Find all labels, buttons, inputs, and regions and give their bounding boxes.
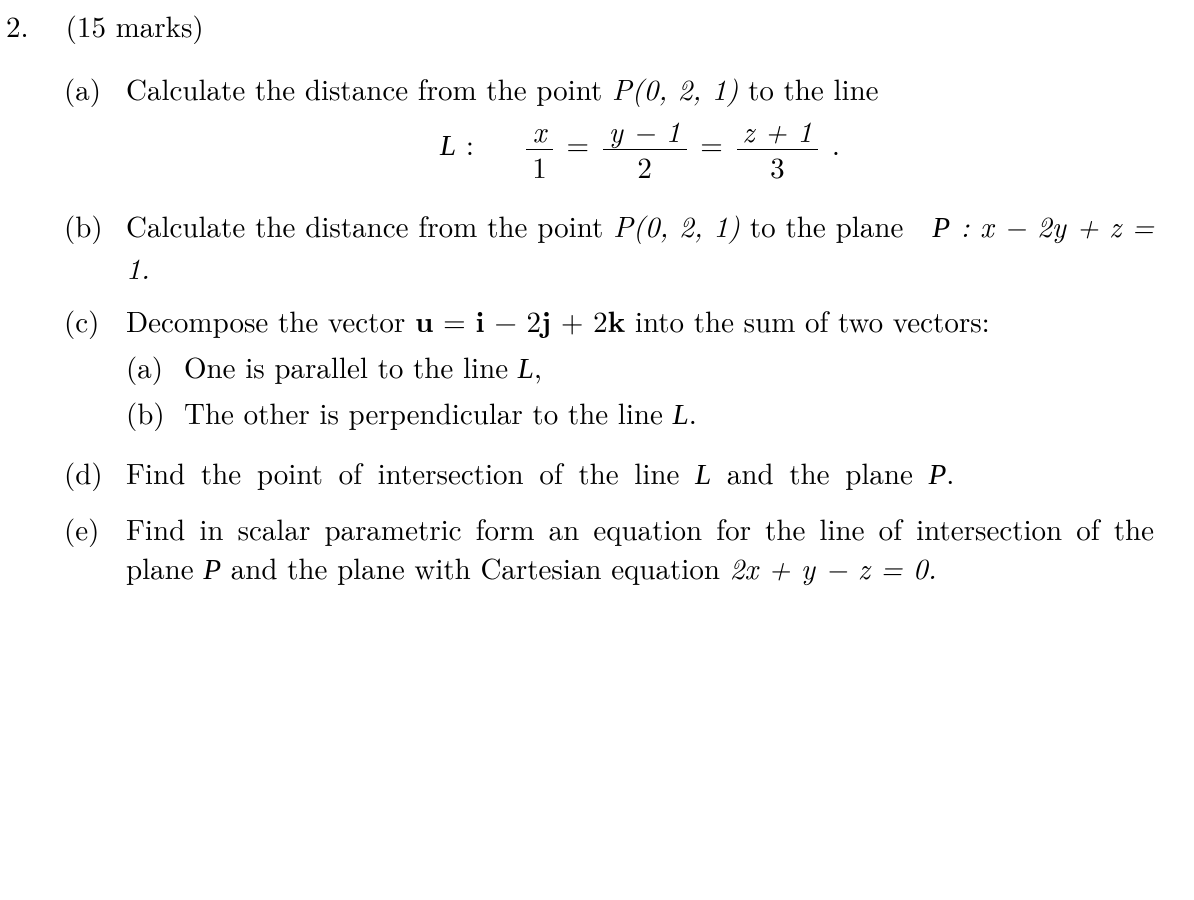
part-c-sublist: (a) One is parallel to the line L, (b) T… <box>126 347 1154 435</box>
part-c-body: Decompose the vector u = i − 2j + 2k int… <box>126 301 1154 438</box>
sub-b-text-before: The other is perpendicular to the line <box>184 392 673 433</box>
part-a-equation: L : x 1 = y − 1 2 = z + 1 3 <box>126 116 1154 182</box>
part-b-label: (b) <box>64 206 126 287</box>
sub-a-text-after: , <box>534 346 542 387</box>
equals-1: = <box>566 123 598 164</box>
question-header: 2. (15 marks) <box>6 6 1154 45</box>
question-marks: (15 marks) <box>66 6 204 45</box>
vector-i: i <box>475 299 484 341</box>
frac-3-num: z + 1 <box>737 116 819 149</box>
vector-u: u <box>415 299 434 341</box>
part-a-point: P(0, 2, 1) <box>612 68 738 109</box>
frac-2: y − 1 2 <box>603 116 687 182</box>
part-c-sub-a-body: One is parallel to the line L, <box>184 347 542 389</box>
part-e-label: (e) <box>64 509 126 590</box>
part-e-body: Find in scalar parametric form an equati… <box>126 509 1154 590</box>
sub-b-line-name: L <box>673 399 689 431</box>
part-c-sub-b-label: (b) <box>126 393 184 435</box>
part-b-body: Calculate the distance from the point P(… <box>126 206 1154 287</box>
part-d-text-mid: and the plane <box>711 452 928 493</box>
frac-1-num: x <box>526 116 553 149</box>
plane-name-P: P <box>932 212 950 244</box>
part-c-text-before: Decompose the vector <box>126 300 415 341</box>
part-d-body: Find the point of intersection of the li… <box>126 453 1154 495</box>
part-e-plane-name: P <box>203 554 221 586</box>
part-a-text-before: Calculate the distance from the point <box>126 68 612 109</box>
part-c-label: (c) <box>64 301 126 438</box>
part-c-sub-b: (b) The other is perpendicular to the li… <box>126 393 1154 435</box>
part-d-text-after: . <box>946 452 954 493</box>
frac-3-den: 3 <box>737 150 819 182</box>
parts-list: (a) Calculate the distance from the poin… <box>64 69 1154 590</box>
sub-a-text-before: One is parallel to the line <box>184 346 518 387</box>
part-e-eq: 2x + y − z = 0. <box>730 547 937 588</box>
part-d-text-before: Find the point of intersection of the li… <box>126 452 695 493</box>
sub-a-line-name: L <box>518 353 534 385</box>
part-d-line-name: L <box>695 459 711 491</box>
part-a-label: (a) <box>64 69 126 192</box>
part-a: (a) Calculate the distance from the poin… <box>64 69 1154 192</box>
part-d-label: (d) <box>64 453 126 495</box>
part-b: (b) Calculate the distance from the poin… <box>64 206 1154 287</box>
frac-3: z + 1 3 <box>737 116 819 182</box>
vector-j: j <box>541 299 551 341</box>
part-c-sub-b-body: The other is perpendicular to the line L… <box>184 393 697 435</box>
part-c: (c) Decompose the vector u = i − 2j + 2k… <box>64 301 1154 438</box>
part-c-eq-mid: = <box>434 300 476 341</box>
part-a-body: Calculate the distance from the point P(… <box>126 69 1154 192</box>
vector-k: k <box>608 299 626 341</box>
frac-1-den: 1 <box>526 150 553 182</box>
sub-b-text-after: . <box>689 392 697 433</box>
part-d: (d) Find the point of intersection of th… <box>64 453 1154 495</box>
part-e-text-mid: and the plane with Carte­sian equation <box>221 547 730 588</box>
page: 2. (15 marks) (a) Calculate the distance… <box>0 0 1194 644</box>
part-e: (e) Find in scalar parametric form an eq… <box>64 509 1154 590</box>
question-number: 2. <box>6 6 56 45</box>
frac-2-num: y − 1 <box>603 116 687 149</box>
part-b-text-mid: to the plane <box>740 205 932 246</box>
part-c-text-after: into the sum of two vectors: <box>625 300 989 341</box>
part-b-point: P(0, 2, 1) <box>613 205 740 246</box>
colon: : <box>466 123 513 164</box>
part-c-mid2: + 2 <box>551 300 607 341</box>
frac-1: x 1 <box>526 116 553 182</box>
part-c-mid1: − 2 <box>485 300 541 341</box>
part-c-sub-a: (a) One is parallel to the line L, <box>126 347 1154 389</box>
frac-2-den: 2 <box>603 150 687 182</box>
line-name-L: L <box>440 130 456 162</box>
period: . <box>832 123 840 164</box>
equals-2: = <box>700 123 732 164</box>
part-d-plane-name: P <box>929 459 947 491</box>
part-b-text-before: Calculate the distance from the point <box>126 205 613 246</box>
part-a-text-after: to the line <box>738 68 878 109</box>
part-c-sub-a-label: (a) <box>126 347 184 389</box>
